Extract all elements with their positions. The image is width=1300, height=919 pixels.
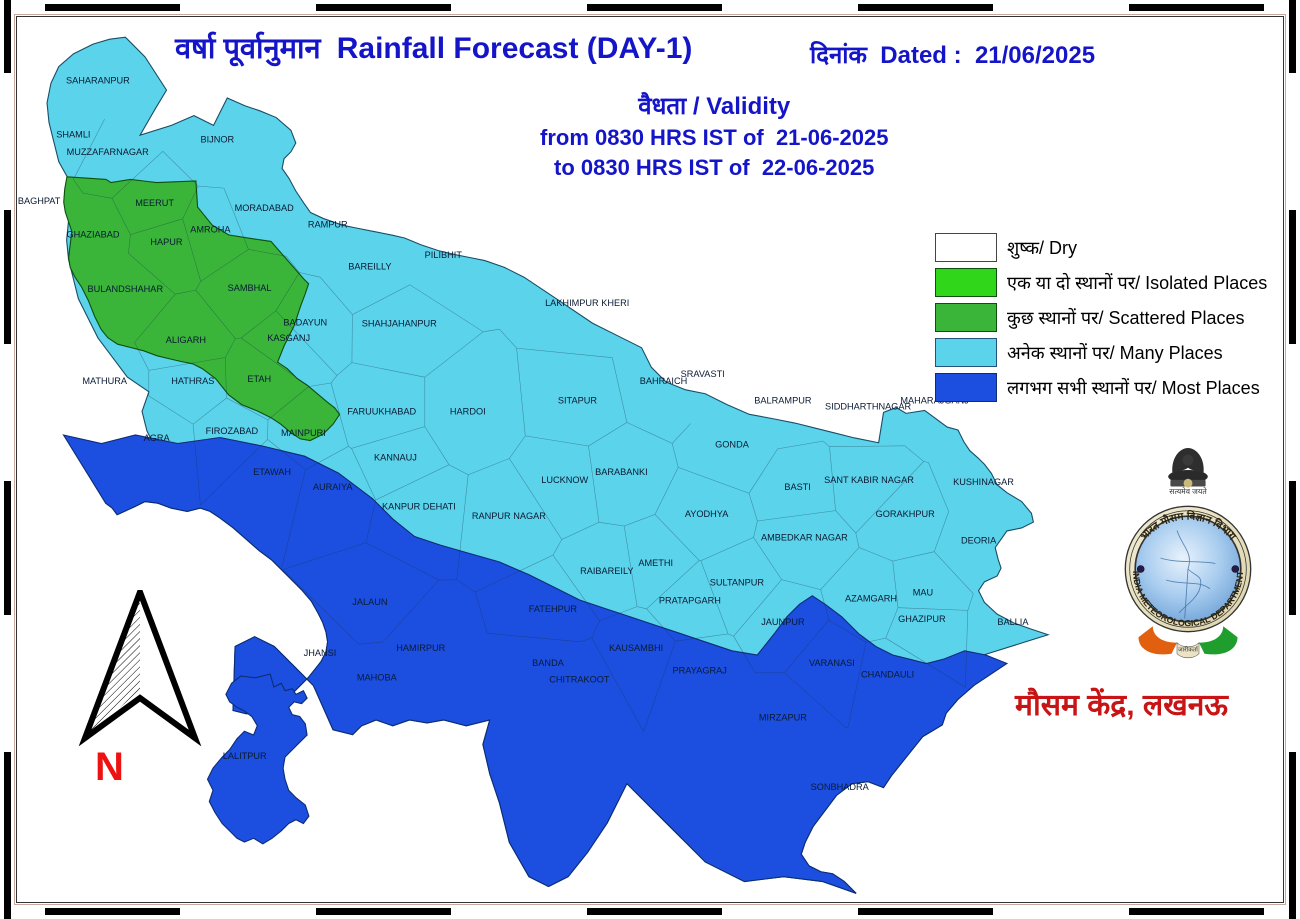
svg-text:जारीकर्ता: जारीकर्ता [1178,646,1199,654]
svg-text:सत्यमेव जयते: सत्यमेव जयते [1169,487,1207,496]
